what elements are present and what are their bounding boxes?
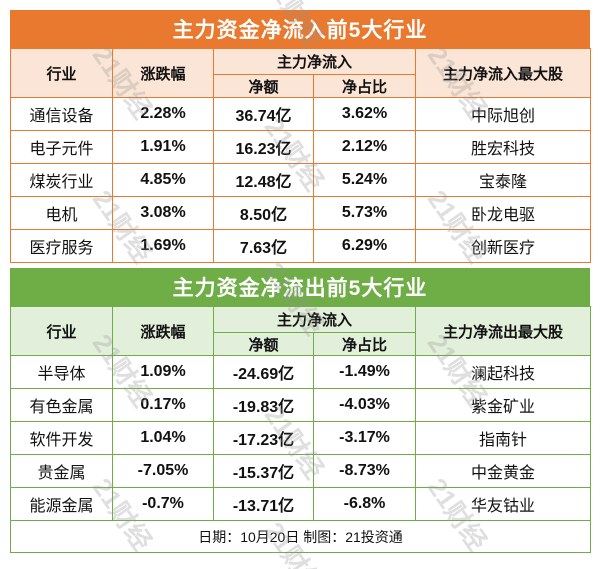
stock-cell: 卧龙电驱 [415, 196, 592, 230]
change-cell: 1.91% [112, 130, 214, 164]
outflow-col-top-stock: 主力净流出最大股 [415, 306, 592, 356]
outflow-table: 行业 涨跌幅 主力净流入 主力净流出最大股 净额 净占比 半导体 1.09% -24… [9, 306, 592, 553]
stock-cell: 指南针 [415, 421, 592, 455]
amount-cell: -13.71亿 [213, 487, 314, 521]
table-row: 贵金属 -7.05% -15.37亿 -8.73% 中金黄金 [10, 454, 592, 488]
ratio-cell: -4.03% [312, 388, 417, 422]
inflow-section: 主力资金净流入前5大行业 行业 涨跌幅 主力净流入 主力净流入最大股 净额 净占… [10, 10, 592, 263]
industry-cell: 软件开发 [10, 421, 113, 455]
change-cell: 0.17% [112, 388, 214, 422]
industry-cell: 电机 [10, 196, 113, 230]
outflow-col-amount: 净额 [213, 332, 314, 356]
stock-cell: 中金黄金 [415, 454, 592, 488]
change-cell: 1.69% [112, 229, 214, 263]
ratio-cell: -8.73% [312, 454, 417, 488]
stock-cell: 胜宏科技 [415, 130, 592, 164]
industry-cell: 电子元件 [10, 130, 113, 164]
industry-cell: 半导体 [10, 355, 113, 389]
table-row: 软件开发 1.04% -17.23亿 -3.17% 指南针 [10, 421, 592, 455]
ratio-cell: 2.12% [312, 130, 417, 164]
change-cell: -0.7% [112, 487, 214, 521]
stock-cell: 紫金矿业 [415, 388, 592, 422]
industry-cell: 能源金属 [10, 487, 113, 521]
ratio-cell: -1.49% [312, 355, 417, 389]
amount-cell: 7.63亿 [213, 229, 314, 263]
amount-cell: 8.50亿 [213, 196, 314, 230]
inflow-col-ratio: 净占比 [312, 74, 417, 98]
table-row: 医疗服务 1.69% 7.63亿 6.29% 创新医疗 [10, 229, 592, 263]
change-cell: 2.28% [112, 97, 214, 131]
outflow-section: 主力资金净流出前5大行业 行业 涨跌幅 主力净流入 主力净流出最大股 净额 净占… [9, 268, 592, 553]
change-cell: 3.08% [112, 196, 214, 230]
ratio-cell: -6.8% [312, 487, 417, 521]
inflow-col-industry: 行业 [10, 48, 113, 98]
change-cell: 1.04% [112, 421, 214, 455]
table-row: 通信设备 2.28% 36.74亿 3.62% 中际旭创 [10, 97, 592, 131]
amount-cell: 12.48亿 [213, 163, 314, 197]
industry-cell: 煤炭行业 [10, 163, 113, 197]
ratio-cell: 5.73% [312, 196, 417, 230]
inflow-title: 主力资金净流入前5大行业 [10, 10, 590, 48]
outflow-col-ratio: 净占比 [312, 332, 417, 356]
stock-cell: 中际旭创 [415, 97, 592, 131]
inflow-table-body: 通信设备 2.28% 36.74亿 3.62% 中际旭创 电子元件 1.91% 16.23亿 2… [10, 97, 592, 263]
ratio-cell: -3.17% [312, 421, 417, 455]
ratio-cell: 6.29% [312, 229, 417, 263]
stock-cell: 宝泰隆 [415, 163, 592, 197]
change-cell: 4.85% [112, 163, 214, 197]
inflow-col-change: 涨跌幅 [112, 48, 214, 98]
amount-cell: -19.83亿 [213, 388, 314, 422]
inflow-col-group: 主力净流入 [212, 48, 417, 75]
table-row: 半导体 1.09% -24.69亿 -1.49% 澜起科技 [10, 355, 592, 389]
inflow-col-top-stock: 主力净流入最大股 [415, 48, 592, 98]
outflow-col-change: 涨跌幅 [112, 306, 214, 356]
industry-cell: 医疗服务 [10, 229, 113, 263]
outflow-title: 主力资金净流出前5大行业 [10, 268, 590, 306]
table-row: 能源金属 -0.7% -13.71亿 -6.8% 华友钴业 [10, 487, 592, 521]
stock-cell: 澜起科技 [415, 355, 592, 389]
industry-cell: 有色金属 [10, 388, 113, 422]
table-row: 煤炭行业 4.85% 12.48亿 5.24% 宝泰隆 [10, 163, 592, 197]
table-row: 有色金属 0.17% -19.83亿 -4.03% 紫金矿业 [10, 388, 592, 422]
outflow-col-group: 主力净流入 [212, 306, 417, 333]
change-cell: 1.09% [112, 355, 214, 389]
table-row: 电子元件 1.91% 16.23亿 2.12% 胜宏科技 [10, 130, 592, 164]
stock-cell: 创新医疗 [415, 229, 592, 263]
amount-cell: -24.69亿 [213, 355, 314, 389]
table-row: 电机 3.08% 8.50亿 5.73% 卧龙电驱 [10, 196, 592, 230]
outflow-col-industry: 行业 [10, 306, 113, 356]
ratio-cell: 5.24% [312, 163, 417, 197]
inflow-col-amount: 净额 [213, 74, 314, 98]
change-cell: -7.05% [112, 454, 214, 488]
amount-cell: 16.23亿 [213, 130, 314, 164]
outflow-table-body: 半导体 1.09% -24.69亿 -1.49% 澜起科技 有色金属 0.17% -19.83… [10, 355, 592, 521]
footer-note: 日期：10月20日 制图：21投资通 [9, 520, 592, 553]
ratio-cell: 3.62% [312, 97, 417, 131]
amount-cell: -17.23亿 [213, 421, 314, 455]
amount-cell: 36.74亿 [213, 97, 314, 131]
industry-cell: 通信设备 [10, 97, 113, 131]
industry-cell: 贵金属 [10, 454, 113, 488]
stock-cell: 华友钴业 [415, 487, 592, 521]
inflow-table: 行业 涨跌幅 主力净流入 主力净流入最大股 净额 净占比 通信设备 2.28% 36… [10, 48, 592, 263]
amount-cell: -15.37亿 [213, 454, 314, 488]
